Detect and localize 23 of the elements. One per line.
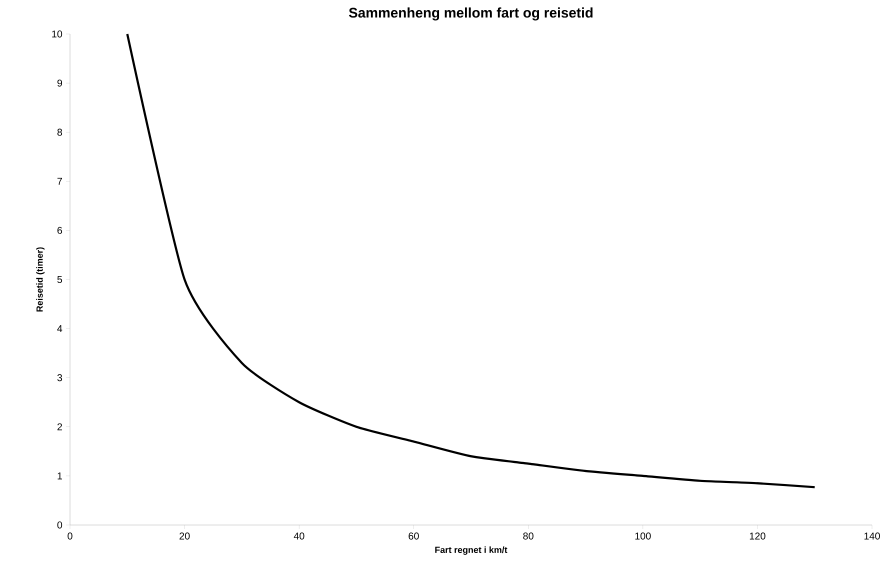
y-tick-label: 9 <box>57 80 62 87</box>
x-axis-title: Fart regnet i km/t <box>435 546 508 555</box>
y-axis-title: Reisetid (timer) <box>36 247 45 312</box>
y-tick-label: 6 <box>57 226 62 234</box>
x-tick-label: 80 <box>523 532 534 540</box>
x-tick-label: 20 <box>180 532 190 540</box>
y-tick-label: 7 <box>57 178 62 185</box>
x-tick-label: 120 <box>750 532 766 540</box>
y-tick-label: 3 <box>57 374 62 382</box>
y-tick-label: 2 <box>57 423 62 430</box>
y-tick-label: 0 <box>57 521 62 529</box>
x-tick-label: 140 <box>864 532 880 540</box>
x-tick-label: 100 <box>635 532 651 540</box>
x-tick-label: 40 <box>294 532 304 540</box>
x-tick-label: 60 <box>408 532 419 540</box>
chart-title: Sammenheng mellom fart og reisetid <box>348 7 593 20</box>
line-series <box>126 32 816 488</box>
y-tick-label: 5 <box>57 276 62 283</box>
x-tick-label: 0 <box>68 532 72 540</box>
y-tick-label: 8 <box>57 128 62 136</box>
y-tick-label: 1 <box>58 472 62 480</box>
y-tick-label: 4 <box>57 325 62 332</box>
y-tick-label: 10 <box>52 30 62 38</box>
